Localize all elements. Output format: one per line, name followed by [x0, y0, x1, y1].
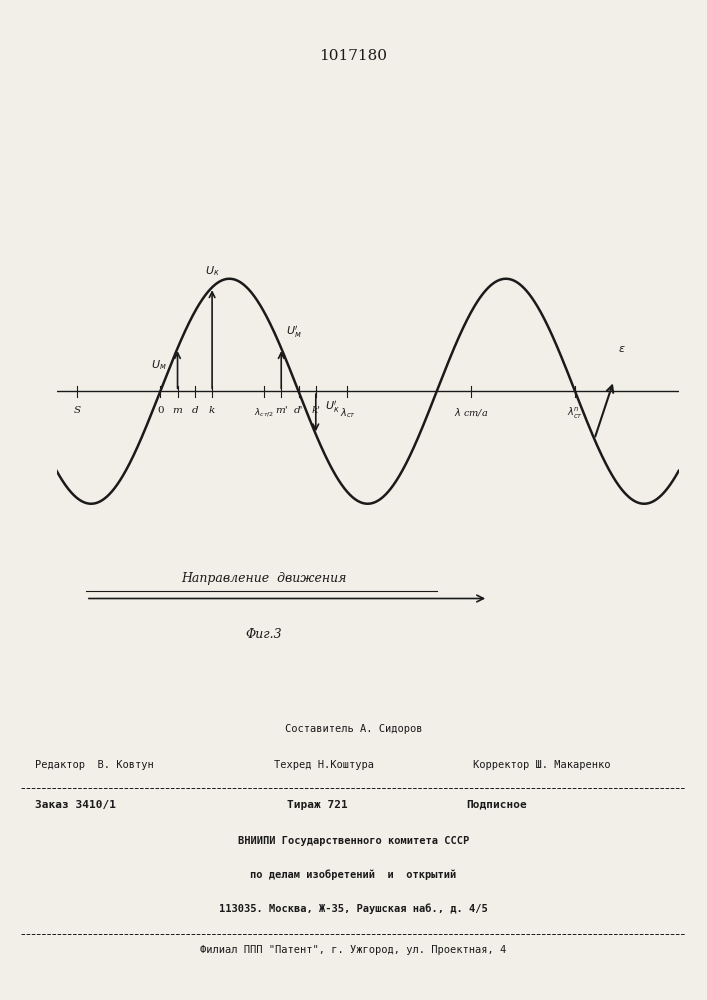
- Text: k: k: [209, 406, 215, 415]
- Text: Филиал ППП "Патент", г. Ужгород, ул. Проектная, 4: Филиал ППП "Патент", г. Ужгород, ул. Про…: [200, 945, 507, 955]
- Text: 113035. Москва, Ж-35, Раушская наб., д. 4/5: 113035. Москва, Ж-35, Раушская наб., д. …: [219, 903, 488, 914]
- Text: $\lambda_{ст}$: $\lambda_{ст}$: [340, 406, 356, 420]
- Text: по делам изобретений  и  открытий: по делам изобретений и открытий: [250, 870, 457, 880]
- Text: Подписное: Подписное: [467, 800, 527, 810]
- Text: S: S: [74, 406, 81, 415]
- Text: $U_к'$: $U_к'$: [325, 399, 339, 415]
- Text: $U_м'$: $U_м'$: [286, 324, 302, 340]
- Text: $\lambda_{ст/2}$: $\lambda_{ст/2}$: [254, 406, 274, 419]
- Text: Техред Н.Коштура: Техред Н.Коштура: [274, 760, 374, 770]
- Text: $\lambda_{ст}^{n}$: $\lambda_{ст}^{n}$: [567, 406, 583, 421]
- Text: 0: 0: [157, 406, 163, 415]
- Text: ВНИИПИ Государственного комитета СССР: ВНИИПИ Государственного комитета СССР: [238, 836, 469, 846]
- Text: d': d': [294, 406, 303, 415]
- Text: $U_к$: $U_к$: [205, 265, 219, 278]
- Text: m: m: [173, 406, 182, 415]
- Text: Составитель А. Сидоров: Составитель А. Сидоров: [285, 724, 422, 734]
- Text: d: d: [192, 406, 198, 415]
- Text: Редактор  В. Ковтун: Редактор В. Ковтун: [35, 760, 153, 770]
- Text: Корректор Ш. Макаренко: Корректор Ш. Макаренко: [473, 760, 611, 770]
- Text: $U_м$: $U_м$: [151, 358, 167, 372]
- Text: m': m': [275, 406, 288, 415]
- Text: Направление  движения: Направление движения: [182, 572, 347, 585]
- Text: k': k': [311, 406, 320, 415]
- Text: $\lambda$ ст/а: $\lambda$ ст/а: [454, 406, 489, 418]
- Text: Заказ 3410/1: Заказ 3410/1: [35, 800, 115, 810]
- Text: 1017180: 1017180: [320, 49, 387, 63]
- Text: Тираж 721: Тираж 721: [287, 800, 348, 810]
- Text: Φиг.3: Φиг.3: [246, 628, 283, 641]
- Text: $\varepsilon$: $\varepsilon$: [618, 344, 626, 354]
